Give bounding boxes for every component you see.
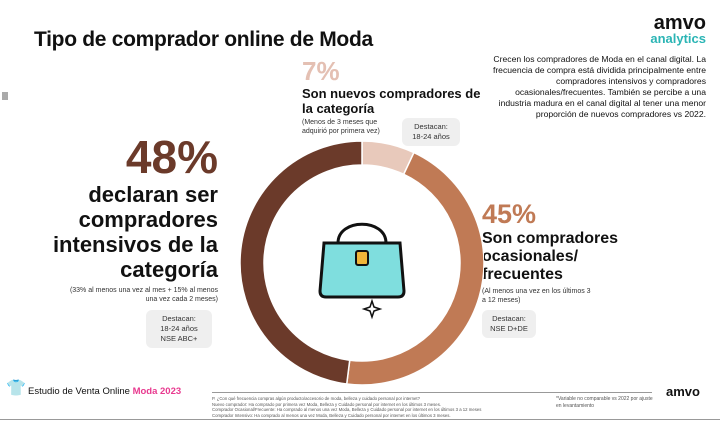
note-occasional: (Al menos una vez en los últimos 3 a 12 … bbox=[482, 288, 591, 304]
footnote: Nuevo comprador: Ha comprado por primera… bbox=[212, 401, 442, 407]
destacan-occasional: Destacan: NSE D+DE bbox=[482, 310, 536, 338]
arc-intensive bbox=[240, 140, 363, 385]
pct-new: 7% bbox=[302, 56, 340, 86]
donut-chart bbox=[240, 140, 484, 386]
shirt-icon: 👕 bbox=[6, 380, 26, 397]
summary-text: Crecen los compradores de Moda en el can… bbox=[492, 54, 706, 119]
destacan-value: NSE D+DE bbox=[490, 324, 528, 333]
destacan-value: 18-24 años bbox=[412, 132, 450, 141]
segment-new: 7% Son nuevos compradores de la categorí… bbox=[302, 56, 484, 146]
note-intensive: (33% al menos una vez al mes + 15% al me… bbox=[69, 287, 218, 303]
study-highlight: Moda 2023 bbox=[132, 386, 182, 397]
handbag-icon bbox=[318, 222, 406, 320]
label-occasional: Son compradores ocasionales/ frecuentes bbox=[482, 230, 619, 283]
footnote: Comprador Intensivo: Ha comprado al meno… bbox=[212, 412, 451, 418]
page-title: Tipo de comprador online de Moda bbox=[34, 28, 373, 51]
footnote: P. ¿Con qué frecuencia compras algún pro… bbox=[212, 396, 420, 401]
pct-intensive: 48% bbox=[125, 131, 218, 183]
variable-note: *Variable no comparable vs 2022 por ajus… bbox=[556, 396, 653, 409]
footnote: Comprador Ocasional/Frecuente: Ha compra… bbox=[212, 407, 482, 412]
amvo-logo: amvo analytics bbox=[630, 12, 706, 46]
bottom-divider bbox=[0, 419, 720, 420]
segment-occasional: 45% Son compradores ocasionales/ frecuen… bbox=[482, 198, 642, 338]
study-title: Estudio de Venta Online Moda 2023 bbox=[28, 386, 181, 397]
pct-occasional: 45% bbox=[482, 199, 537, 229]
logo-brand: amvo bbox=[653, 12, 706, 34]
destacan-label: Destacan: bbox=[414, 122, 448, 131]
logo-sub: analytics bbox=[650, 31, 706, 46]
study-name: Estudio de Venta Online bbox=[28, 386, 130, 397]
destacan-new: Destacan: 18-24 años bbox=[402, 118, 460, 146]
corner-flag bbox=[2, 92, 8, 100]
details-new: (Menos de 3 meses que adquirió por prime… bbox=[302, 118, 484, 146]
footnotes: P. ¿Con qué frecuencia compras algún pro… bbox=[212, 396, 548, 418]
destacan-label: Destacan: bbox=[162, 314, 196, 323]
amvo-footer-logo: amvo bbox=[666, 384, 700, 399]
destacan-value: 18-24 años bbox=[160, 324, 198, 333]
label-intensive: declaran ser compradores intensivos de l… bbox=[52, 182, 218, 282]
destacan-label: Destacan: bbox=[492, 314, 526, 323]
footer-divider bbox=[212, 392, 652, 393]
label-new: Son nuevos compradores de la categoría bbox=[302, 86, 481, 116]
note-new: (Menos de 3 meses que adquirió por prime… bbox=[302, 119, 380, 135]
destacan-value: NSE ABC+ bbox=[160, 334, 198, 343]
segment-intensive: 48% declaran ser compradores intensivos … bbox=[0, 132, 218, 348]
destacan-intensive: Destacan: 18-24 años NSE ABC+ bbox=[146, 310, 212, 348]
